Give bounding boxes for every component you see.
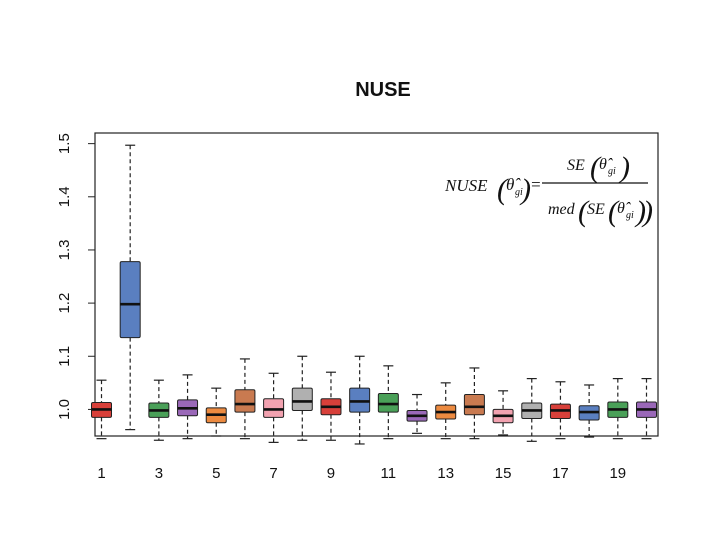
formula-den-paren-close: ) [634, 195, 646, 228]
x-tick-label: 19 [609, 465, 626, 482]
y-tick-label: 1.5 [56, 133, 73, 154]
box-5 [205, 387, 227, 437]
x-tick-label: 7 [269, 465, 277, 482]
y-tick-label: 1.4 [56, 186, 73, 207]
x-tick-label: 3 [155, 465, 163, 482]
box-14 [463, 367, 485, 440]
y-tick-label: 1.1 [56, 346, 73, 367]
formula-numerator-se: SE [567, 157, 585, 174]
iqr-box [349, 387, 371, 413]
box-1 [91, 379, 112, 440]
box-7 [263, 372, 285, 443]
box-2 [119, 144, 141, 431]
x-tick-label: 15 [495, 465, 512, 482]
x-tick-label: 9 [327, 465, 335, 482]
box-20 [636, 377, 657, 440]
iqr-box [291, 387, 313, 411]
box-15 [492, 390, 514, 436]
y-tick-label: 1.3 [56, 240, 73, 261]
formula-sub-num: gi [608, 166, 616, 177]
x-tick-label: 11 [381, 465, 397, 482]
formula-sub-den: gi [626, 210, 634, 221]
box-18 [578, 384, 600, 438]
box-4 [177, 374, 199, 440]
formula-lhs: NUSE [444, 176, 488, 195]
formula-equals: = [530, 175, 541, 194]
x-tick-label: 17 [552, 465, 569, 482]
box-17 [549, 381, 571, 440]
box-9 [320, 371, 342, 441]
x-tick-label: 1 [97, 465, 105, 482]
box-12 [406, 393, 428, 434]
formula-paren-open: ( [497, 173, 509, 206]
x-tick-label: 13 [437, 465, 454, 482]
formula-den-paren-outer-open: ( [578, 195, 590, 228]
y-axis: 1.0 1.1 1.2 1.3 1.4 1.5 [56, 133, 95, 420]
box-6 [234, 358, 256, 440]
formula-num-paren-close: ) [618, 151, 630, 184]
box-13 [435, 382, 457, 440]
formula-den-paren-open: ( [608, 195, 620, 228]
formula-den-se: SE [587, 201, 605, 218]
plot-frame [94, 132, 659, 437]
box-16 [521, 377, 543, 442]
iqr-box [119, 261, 141, 339]
x-axis: 1 3 5 7 9 11 13 15 17 19 [97, 465, 626, 482]
nuse-formula: NUSE ( θ̂ gi ) = SE ( θ̂ gi ) med ( SE (… [444, 151, 653, 228]
formula-paren-close: ) [519, 173, 531, 206]
formula-sub-lhs: gi [515, 187, 523, 198]
iqr-box [263, 398, 285, 418]
iqr-box [463, 394, 485, 416]
box-8 [291, 355, 313, 441]
box-11 [377, 365, 399, 440]
x-tick-label: 5 [212, 465, 220, 482]
y-tick-label: 1.2 [56, 293, 73, 314]
box-19 [607, 377, 629, 440]
formula-med: med [548, 201, 576, 218]
iqr-box [377, 392, 399, 413]
formula-den-paren-outer-close: ) [641, 195, 653, 228]
box-series [91, 144, 657, 445]
y-tick-label: 1.0 [56, 399, 73, 420]
box-10 [349, 355, 371, 445]
iqr-box [234, 389, 256, 413]
formula-num-paren-open: ( [590, 151, 602, 184]
chart-title: NUSE [355, 79, 411, 101]
box-3 [148, 379, 170, 441]
